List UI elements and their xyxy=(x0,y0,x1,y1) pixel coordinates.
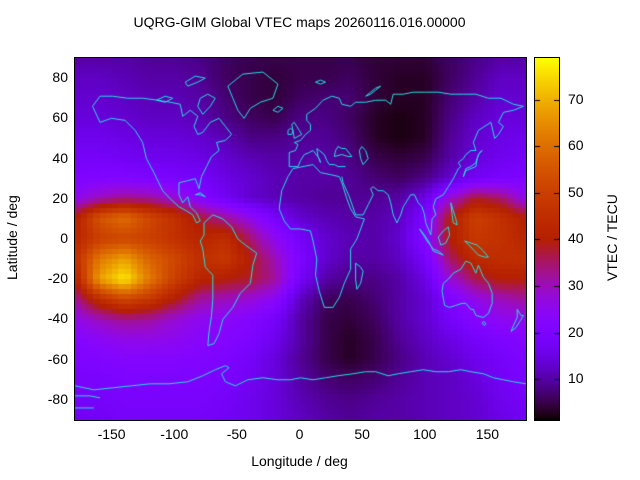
colorbar-tick-label: 20 xyxy=(568,323,584,340)
y-tick-label: 0 xyxy=(60,230,68,246)
colorbar-tick-label: 30 xyxy=(568,276,584,293)
y-tick-label: 20 xyxy=(52,189,68,206)
colorbar-tick-label: 50 xyxy=(568,183,584,200)
y-tick-label: -20 xyxy=(47,270,68,287)
x-tick-label: 50 xyxy=(354,426,370,442)
y-tick-label: -80 xyxy=(47,390,68,407)
y-tick-label: -40 xyxy=(47,310,68,327)
y-tick-label: -60 xyxy=(47,350,68,367)
colorbar-frame xyxy=(534,57,560,421)
x-tick-label: 150 xyxy=(475,426,500,442)
x-tick-label: -150 xyxy=(97,426,126,442)
colorbar-tick-label: 60 xyxy=(568,137,584,154)
colorbar-tick-label: 70 xyxy=(568,90,584,107)
x-tick-label: 100 xyxy=(413,426,437,442)
x-tick-label: -50 xyxy=(226,426,247,442)
world-vtec-heatmap-canvas xyxy=(75,58,526,420)
colorbar-canvas xyxy=(535,58,559,420)
y-tick-label: 40 xyxy=(52,149,68,166)
colorbar-tick-label: 10 xyxy=(568,370,584,387)
plot-frame xyxy=(74,57,527,421)
colorbar-axis-label: VTEC / TECU xyxy=(604,194,620,282)
y-tick-label: 60 xyxy=(52,109,68,126)
x-axis-label: Longitude / deg xyxy=(251,453,348,469)
x-tick-label: 0 xyxy=(295,426,304,442)
chart-title: UQRG-GIM Global VTEC maps 20260116.016.0… xyxy=(133,14,466,30)
x-tick-label: -100 xyxy=(160,426,189,442)
colorbar-tick-label: 40 xyxy=(568,230,584,247)
y-axis-label: Latitude / deg xyxy=(4,195,20,281)
y-tick-label: 80 xyxy=(52,69,68,86)
